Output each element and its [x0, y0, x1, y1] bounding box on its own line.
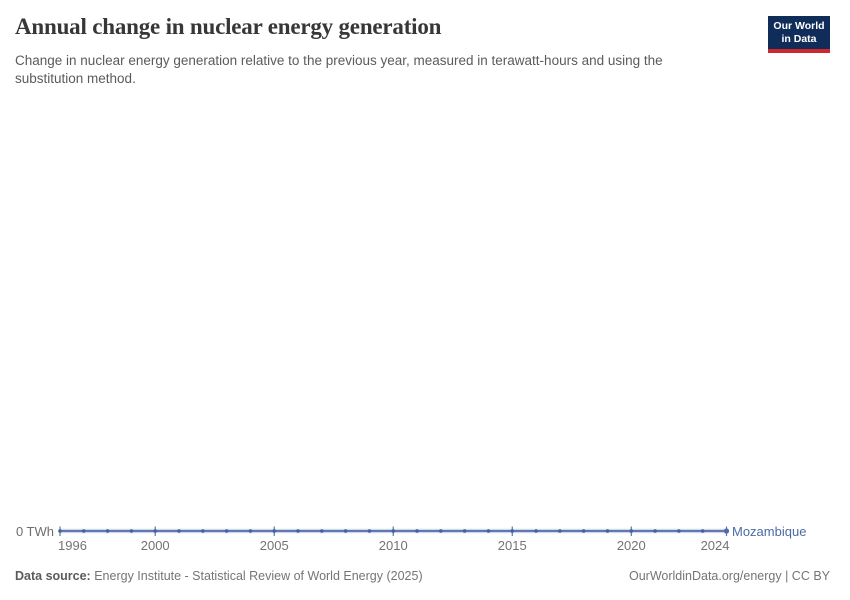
x-tick-label: 2024	[700, 538, 730, 553]
data-source-text: Energy Institute - Statistical Review of…	[94, 569, 423, 583]
owid-url-license[interactable]: OurWorldinData.org/energy | CC BY	[628, 569, 830, 583]
page-title: Annual change in nuclear energy generati…	[15, 14, 442, 39]
logo-text-line2: in Data	[781, 32, 817, 45]
logo-text-line1: Our World	[773, 19, 825, 32]
owid-logo[interactable]: Our World in Data	[768, 16, 830, 53]
x-tick-label: 2005	[259, 538, 289, 553]
x-tick-label: 2010	[378, 538, 408, 553]
data-source-label: Data source:	[15, 569, 91, 583]
chart-subtitle: Change in nuclear energy generation rela…	[15, 53, 663, 86]
x-tick-label: 2015	[497, 538, 527, 553]
series-label-mozambique[interactable]: Mozambique	[732, 524, 807, 539]
plot-area	[0, 100, 850, 560]
x-tick-label: 2000	[140, 538, 170, 553]
y-axis-zero-label: 0 TWh	[15, 524, 54, 539]
x-tick-label: 2020	[616, 538, 646, 553]
x-tick-label: 1996	[58, 538, 87, 553]
data-source-note: Data source: Energy Institute - Statisti…	[15, 569, 423, 583]
chart-footer: Data source: Energy Institute - Statisti…	[15, 569, 830, 583]
